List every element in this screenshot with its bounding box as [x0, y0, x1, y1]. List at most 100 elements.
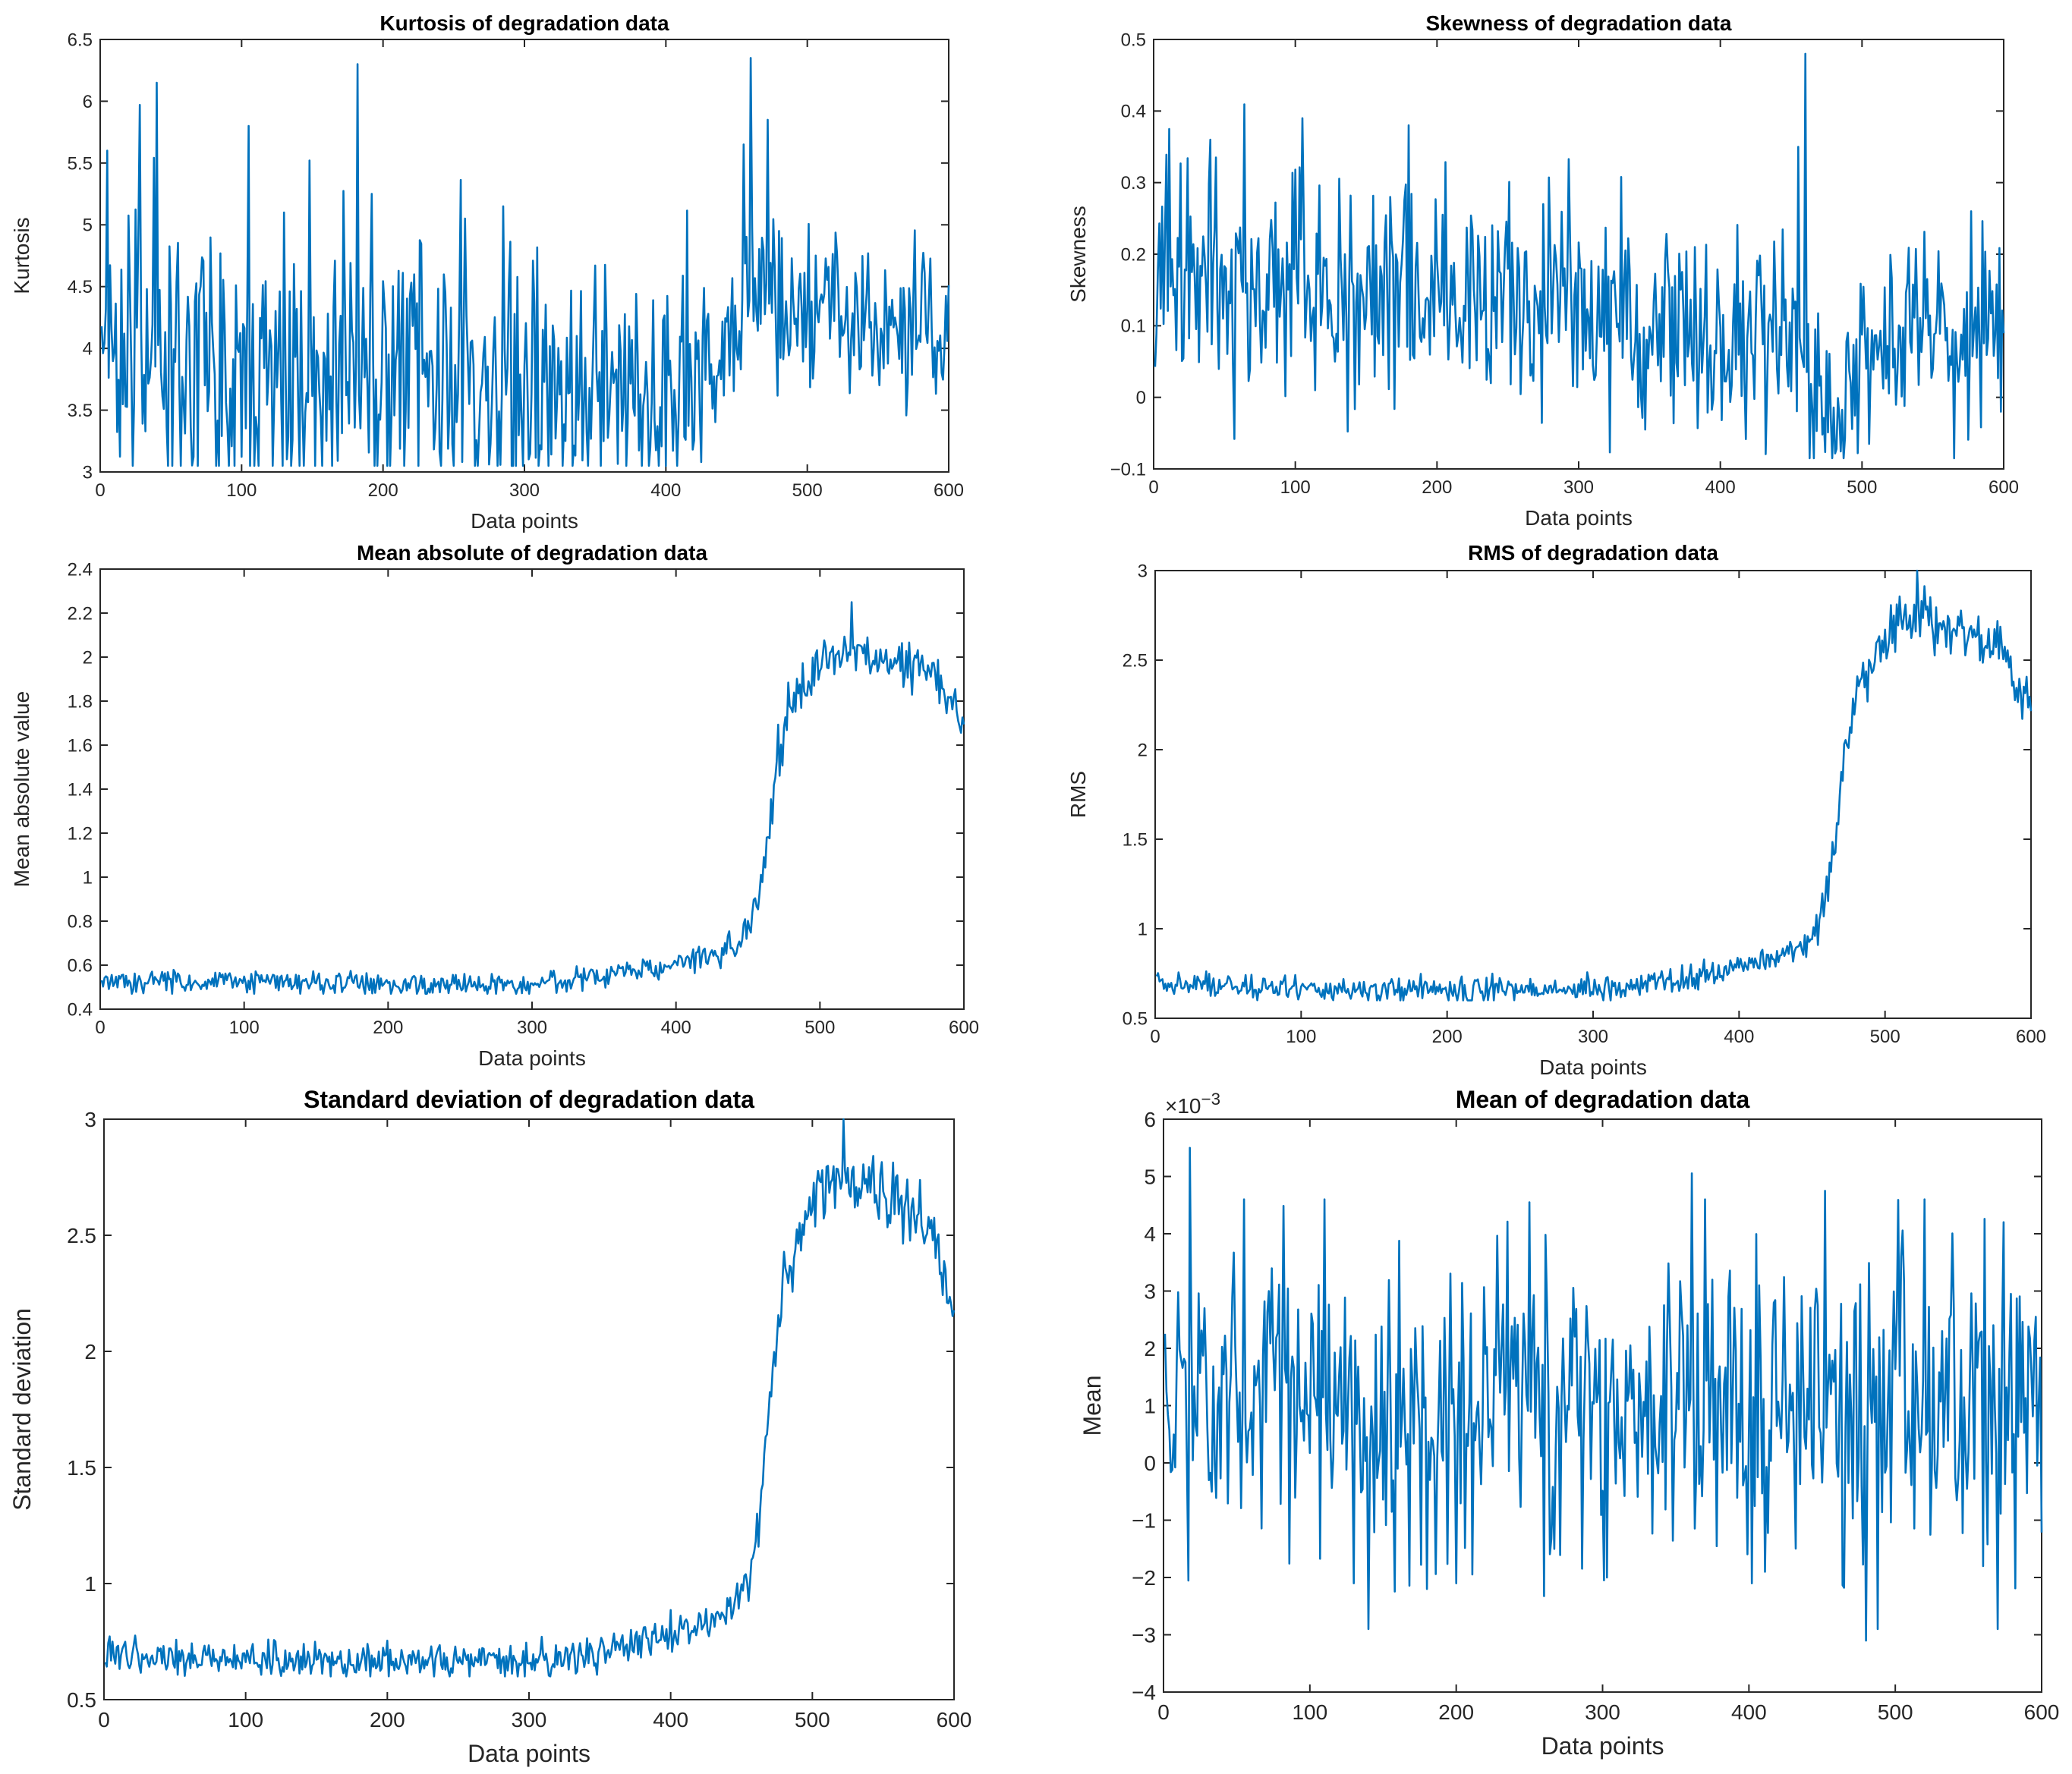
y-axis-label: RMS: [1066, 771, 1090, 818]
y-tick-label: 1: [84, 1572, 96, 1596]
y-exponent-label: ×10−3: [1165, 1090, 1220, 1118]
y-tick-label: 1.6: [68, 735, 93, 756]
x-tick-label: 300: [517, 1018, 547, 1038]
x-tick-label: 100: [1286, 1027, 1316, 1047]
y-tick-label: 1.5: [1123, 829, 1148, 850]
series-line-skewness: [1154, 52, 2005, 460]
x-tick-label: 100: [226, 480, 257, 501]
y-tick-label: 6.5: [68, 30, 93, 50]
chart-title: Standard deviation of degradation data: [304, 1086, 754, 1113]
chart-title: Kurtosis of degradation data: [379, 11, 669, 35]
y-tick-label: 0.5: [67, 1688, 96, 1712]
y-tick-label: 4.5: [68, 277, 93, 297]
x-tick-label: 400: [1731, 1700, 1767, 1724]
y-tick-label: 0.5: [1123, 1008, 1148, 1029]
y-tick-label: 0.3: [1121, 173, 1146, 193]
y-tick-label: 3: [83, 462, 93, 483]
x-axis-label: Data points: [1541, 1732, 1664, 1760]
x-tick-label: 600: [1989, 477, 2019, 498]
y-tick-label: 0.8: [68, 911, 93, 932]
x-tick-label: 100: [228, 1708, 263, 1732]
y-axis-label: Mean: [1079, 1375, 1106, 1436]
x-tick-label: 400: [1705, 477, 1736, 498]
x-tick-label: 300: [1585, 1700, 1620, 1724]
plot-area: [99, 568, 965, 1010]
y-tick-label: 3: [1144, 1279, 1156, 1303]
series-line-kurtosis: [100, 57, 950, 467]
y-tick-label: 0.4: [1121, 102, 1146, 122]
x-tick-label: 200: [368, 480, 398, 501]
y-tick-label: 1: [1138, 919, 1148, 939]
chart-title: RMS of degradation data: [1468, 541, 1718, 565]
x-tick-label: 400: [661, 1018, 691, 1038]
x-tick-label: 500: [795, 1708, 830, 1732]
y-tick-label: 2.2: [68, 603, 93, 624]
y-tick-label: 6: [83, 92, 93, 112]
y-tick-label: 0.5: [1121, 30, 1146, 50]
x-tick-label: 500: [805, 1018, 835, 1038]
y-tick-label: 3: [1138, 561, 1148, 581]
chart-mean: 0 100 200 300 400 500 600 −4 −3 −2 −1 0 1 2 3 4 5 6 ×10−3 M…: [1079, 1086, 2059, 1760]
x-tick-label: 200: [373, 1018, 403, 1038]
y-tick-label: 1: [1144, 1394, 1156, 1417]
y-tick-label: 2.5: [1123, 650, 1148, 671]
x-tick-label: 600: [2024, 1700, 2060, 1724]
y-tick-label: 1.8: [68, 691, 93, 712]
x-tick-label: 600: [934, 480, 964, 501]
y-tick-label: 2.5: [67, 1224, 96, 1247]
y-tick-label: 2: [1144, 1337, 1156, 1360]
y-tick-label: 0.6: [68, 955, 93, 976]
y-tick-label: 1.2: [68, 823, 93, 844]
x-axis-label: Data points: [1525, 506, 1633, 530]
x-axis-label: Data points: [468, 1740, 590, 1767]
x-axis-label: Data points: [471, 509, 578, 533]
y-tick-label: 2.4: [68, 559, 93, 580]
x-tick-label: 100: [1280, 477, 1311, 498]
y-axis-label: Skewness: [1066, 206, 1090, 303]
series-line-mean: [1164, 1146, 2043, 1642]
y-tick-label: 1: [83, 867, 93, 888]
plot-area: [103, 1118, 955, 1700]
x-axis-label: Data points: [1539, 1055, 1647, 1079]
y-tick-label: 3.5: [68, 401, 93, 421]
x-tick-label: 0: [98, 1708, 110, 1732]
y-tick-label: 1.5: [67, 1456, 96, 1480]
y-tick-label: 4: [83, 339, 93, 360]
y-tick-label: 5: [1144, 1165, 1156, 1188]
x-tick-label: 0: [95, 1018, 105, 1038]
chart-kurtosis: 0 100 200 300 400 500 600 3 3.5 4 4.5 5 5.5 6 6.5 Kurto…: [10, 11, 964, 533]
y-tick-label: −4: [1132, 1681, 1156, 1704]
series-line-rms: [1155, 569, 2033, 1002]
y-tick-label: 2: [84, 1340, 96, 1364]
x-tick-label: 600: [937, 1708, 972, 1732]
chart-mean-absolute: 0 100 200 300 400 500 600 0.4 0.6 0.8 1 1.2 1.4 1.6 1.…: [10, 541, 979, 1070]
x-tick-label: 0: [1148, 477, 1158, 498]
y-tick-label: 5: [83, 215, 93, 236]
plot-area: [1154, 570, 2032, 1019]
x-tick-label: 200: [1438, 1700, 1474, 1724]
y-tick-label: 0.2: [1121, 244, 1146, 265]
y-tick-label: −0.1: [1110, 459, 1146, 480]
x-tick-label: 500: [1870, 1027, 1900, 1047]
x-tick-label: 200: [1432, 1027, 1463, 1047]
x-tick-label: 400: [650, 480, 681, 501]
x-tick-label: 300: [1578, 1027, 1608, 1047]
y-axis-label: Mean absolute value: [10, 691, 33, 887]
chart-title: Mean absolute of degradation data: [357, 541, 707, 565]
y-tick-label: 0.1: [1121, 316, 1146, 337]
y-tick-label: 0: [1144, 1452, 1156, 1475]
y-axis-label: Standard deviation: [8, 1308, 36, 1511]
y-tick-label: 2: [83, 647, 93, 668]
x-tick-label: 300: [509, 480, 540, 501]
x-tick-label: 500: [1847, 477, 1877, 498]
x-tick-label: 100: [1292, 1700, 1327, 1724]
x-tick-label: 0: [95, 480, 105, 501]
x-tick-label: 400: [1724, 1027, 1754, 1047]
chart-rms: 0 100 200 300 400 500 600 0.5 1 1.5 2 2.5 3 RMS of de…: [1066, 541, 2046, 1079]
x-tick-label: 600: [2016, 1027, 2046, 1047]
y-tick-label: 6: [1144, 1108, 1156, 1131]
x-tick-label: 300: [512, 1708, 547, 1732]
plot-area: [1163, 1118, 2042, 1693]
x-tick-label: 100: [229, 1018, 260, 1038]
